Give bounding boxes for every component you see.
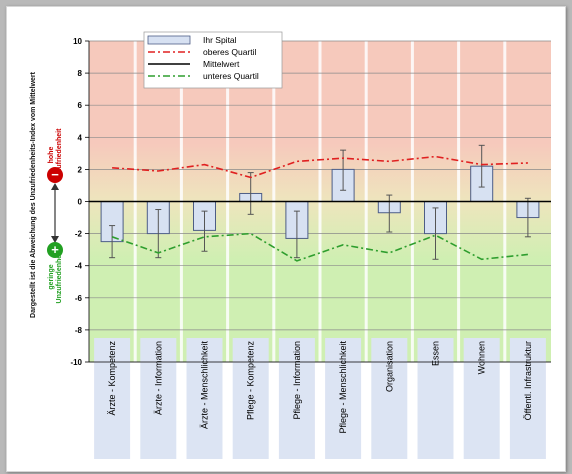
category-label: Ärzte - Kompetenz <box>107 341 117 416</box>
y-tick-label: -2 <box>75 230 83 239</box>
y-tick-label: 10 <box>73 37 82 46</box>
y-tick-label: 4 <box>78 133 83 142</box>
y-tick-label: 2 <box>78 165 83 174</box>
y-tick-label: -10 <box>70 358 82 367</box>
y-axis-label: Dargestellt ist die Abweichung des Unzuf… <box>30 71 37 318</box>
low-label-line1: geringe <box>48 264 55 289</box>
category-label: Organisation <box>384 341 394 392</box>
y-tick-label: -8 <box>75 326 83 335</box>
category-label: Ärzte - Menschlichkeit <box>200 341 210 430</box>
minus-icon <box>47 167 63 183</box>
high-label-line2: Unzufriedenheit <box>56 128 63 182</box>
category-label: Pflege - Kompetenz <box>246 341 256 421</box>
category-label: Essen <box>431 341 441 366</box>
y-tick-label: 6 <box>78 101 83 110</box>
chart-svg: 10 8 6 4 2 0 -2 -4 -6 -8 -10 Ärzte - Kompetenz Ärzte… <box>30 31 551 459</box>
category-label: Pflege - Menschlichkeit <box>338 341 348 434</box>
category-label-box <box>232 338 269 459</box>
category-label-box <box>186 338 223 459</box>
arrow-up-head <box>51 183 59 190</box>
y-tick-label: -4 <box>75 262 83 271</box>
legend-label: oberes Quartil <box>203 47 256 57</box>
category-label: Pflege - Information <box>292 341 302 420</box>
high-label-line1: hohe <box>48 147 55 164</box>
y-tick-label: 0 <box>78 198 83 207</box>
category-label-box <box>278 338 315 459</box>
category-label-box <box>417 338 454 459</box>
legend-label: unteres Quartil <box>203 71 259 81</box>
category-label-box <box>371 338 408 459</box>
category-label-box <box>140 338 177 459</box>
category-label-box <box>509 338 546 459</box>
category-label-box <box>463 338 500 459</box>
plus-icon-symbol: + <box>51 242 59 257</box>
legend: Ihr Spital oberes Quartil Mittelwert untere… <box>143 31 283 89</box>
legend-label: Mittelwert <box>203 59 240 69</box>
low-label-line2: Unzufriedenheit <box>56 250 63 304</box>
category-label: Öffentl. Infrastruktur <box>523 341 533 420</box>
series-line <box>112 155 528 179</box>
legend-swatch-bar <box>147 35 191 45</box>
category-label: Ärzte - Information <box>153 341 163 415</box>
plus-icon <box>47 242 63 258</box>
y-tick-label: 8 <box>78 69 83 78</box>
category-label-box <box>325 338 362 459</box>
chart-frame: 10 8 6 4 2 0 -2 -4 -6 -8 -10 Ärzte - Kompetenz Ärzte… <box>6 6 566 472</box>
category-label-box <box>94 338 131 459</box>
category-label: Wohnen <box>477 341 487 374</box>
minus-icon-symbol: − <box>51 167 59 182</box>
arrow-down-head <box>51 236 59 243</box>
legend-label: Ihr Spital <box>203 35 237 45</box>
y-tick-label: -6 <box>75 294 83 303</box>
